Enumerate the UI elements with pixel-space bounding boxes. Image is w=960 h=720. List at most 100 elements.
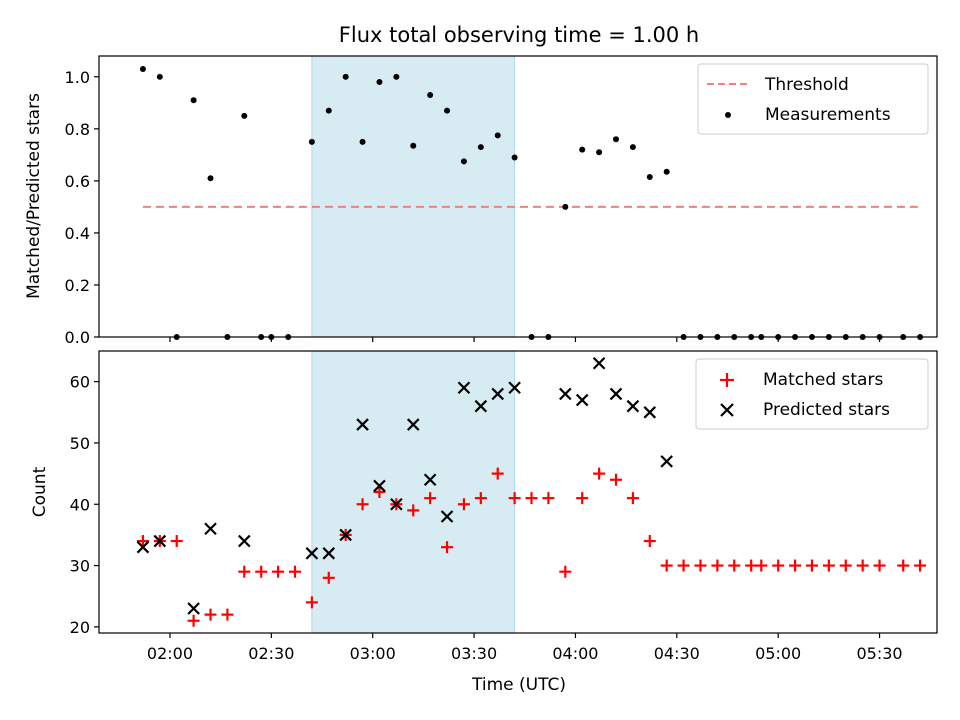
bottom-y-axis-label: Count xyxy=(30,466,50,517)
predicted-star-point xyxy=(423,473,437,487)
predicted-star-point xyxy=(559,387,572,401)
matched-star-point xyxy=(576,492,589,505)
x-tick-label: 05:00 xyxy=(755,644,801,663)
matched-star-point xyxy=(288,565,301,578)
predicted-star-point xyxy=(305,547,319,560)
matched-star-point xyxy=(805,559,818,572)
matched-star-point xyxy=(745,559,758,572)
measurement-point xyxy=(393,73,400,80)
matched-star-point xyxy=(856,559,869,572)
matched-star-point xyxy=(272,565,285,578)
measurement-point xyxy=(444,107,451,114)
measurement-point xyxy=(494,132,501,139)
predicted-star-point xyxy=(406,418,420,431)
measurements-legend-swatch xyxy=(725,112,731,118)
measurement-point xyxy=(207,175,214,182)
y-tick-label: 0.2 xyxy=(65,276,90,295)
matched-star-point xyxy=(694,559,707,572)
y-tick-label: 20 xyxy=(70,618,90,637)
x-tick-label: 04:00 xyxy=(552,644,598,663)
matched-star-point xyxy=(170,535,183,548)
predicted-star-point xyxy=(187,602,200,615)
matched-star-point xyxy=(677,559,690,572)
matched-star-point xyxy=(373,486,386,498)
matched-star-point xyxy=(789,559,802,572)
measurement-point xyxy=(376,79,383,86)
top-y-axis-label: Matched/Predicted stars xyxy=(24,93,44,299)
predicted-star-point xyxy=(660,455,673,468)
x-tick-label: 03:00 xyxy=(350,644,396,663)
predicted-star-point xyxy=(508,381,521,395)
matched-star-point xyxy=(474,492,487,505)
predicted-star-point xyxy=(136,540,150,554)
predicted-star-point xyxy=(457,381,471,395)
predicted-legend-swatch xyxy=(720,403,734,417)
x-tick-label: 02:00 xyxy=(147,644,193,663)
measurements-legend-label: Measurements xyxy=(765,105,891,125)
predicted-star-point xyxy=(322,547,336,560)
matched-star-point xyxy=(822,559,835,572)
measurement-point xyxy=(325,107,332,114)
y-tick-label: 0.8 xyxy=(65,120,90,139)
matched-legend-swatch xyxy=(720,373,734,387)
matched-star-point xyxy=(204,608,217,621)
measurement-point xyxy=(562,203,569,210)
matched-star-point xyxy=(609,473,622,486)
measurement-point xyxy=(477,144,484,151)
matched-star-point xyxy=(407,504,420,517)
measurement-point xyxy=(308,138,315,145)
predicted-star-point xyxy=(491,387,505,401)
threshold-legend-label: Threshold xyxy=(764,75,849,95)
y-tick-label: 30 xyxy=(70,557,90,576)
matched-star-point xyxy=(559,565,572,578)
measurement-point xyxy=(410,142,417,149)
measurement-point xyxy=(427,92,434,99)
predicted-star-point xyxy=(339,528,352,542)
matched-star-point xyxy=(728,559,741,572)
matched-star-point xyxy=(238,565,251,578)
matched-star-point xyxy=(914,559,927,572)
top-x-ticks xyxy=(169,337,881,342)
matched-star-point xyxy=(221,608,234,621)
matched-star-point xyxy=(322,571,335,584)
y-tick-label: 0.6 xyxy=(65,172,90,191)
measurement-point xyxy=(460,158,467,165)
top-axes-frame xyxy=(98,55,938,338)
top-shaded-interval xyxy=(311,55,516,338)
y-tick-label: 50 xyxy=(70,434,90,453)
matched-star-point xyxy=(187,614,200,627)
matched-star-point xyxy=(441,541,454,554)
measurement-point xyxy=(596,149,603,156)
measurement-point xyxy=(342,73,349,80)
measurement-point xyxy=(612,136,619,143)
matched-legend-label: Matched stars xyxy=(763,370,883,390)
top-panel: 0.0 0.2 0.4 0.6 0.8 1.0 Matched/Predicted sta… xyxy=(24,55,938,347)
measurement-point xyxy=(190,97,197,104)
top-legend-box xyxy=(697,63,929,135)
predicted-star-point xyxy=(474,399,488,413)
predicted-star-point xyxy=(390,497,403,511)
matched-star-point xyxy=(593,467,606,480)
predicted-star-point xyxy=(575,393,589,407)
matched-star-point xyxy=(305,596,318,609)
matched-star-point xyxy=(839,559,852,572)
matched-star-point xyxy=(491,467,504,480)
matched-star-point xyxy=(255,565,268,578)
matched-star-point xyxy=(424,492,437,505)
matched-star-point xyxy=(660,559,673,572)
x-tick-label: 03:30 xyxy=(451,644,497,663)
top-legend: Threshold Measurements xyxy=(697,63,929,135)
matched-star-point xyxy=(897,559,910,572)
measurement-point xyxy=(579,146,586,153)
shaded-interval xyxy=(311,55,516,338)
bottom-shaded-interval xyxy=(311,350,516,634)
predicted-star-point xyxy=(609,387,623,401)
matched-star-point xyxy=(772,559,785,572)
x-tick-label: 04:30 xyxy=(654,644,700,663)
y-tick-label: 60 xyxy=(70,373,90,392)
bottom-y-ticks: 20 30 40 50 60 xyxy=(70,373,99,637)
predicted-star-point xyxy=(592,356,606,370)
predicted-star-point xyxy=(643,406,657,419)
matched-star-point xyxy=(711,559,724,572)
predicted-star-point xyxy=(356,418,369,431)
